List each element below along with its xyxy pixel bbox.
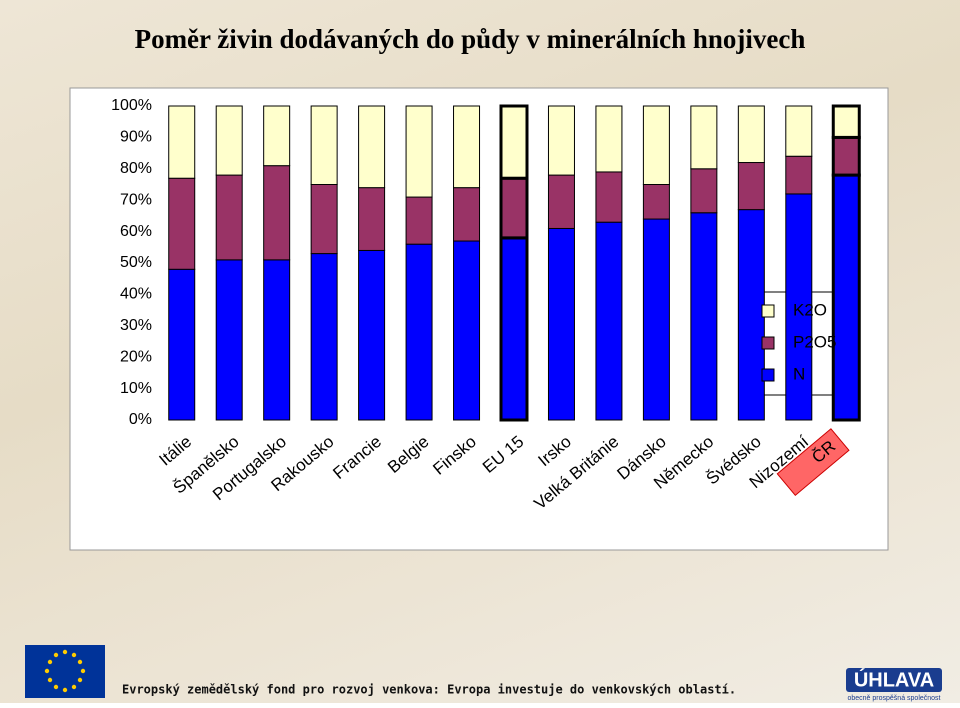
bar-segment — [499, 176, 529, 240]
y-tick-label: 10% — [120, 380, 152, 397]
bar-segment — [405, 196, 433, 245]
y-tick-label: 70% — [120, 191, 152, 208]
bar-segment — [310, 105, 338, 185]
bar-segment — [358, 187, 386, 251]
bar-segment — [547, 227, 575, 421]
highlight-box — [776, 428, 850, 496]
bar-segment — [690, 212, 718, 421]
y-tick-label: 0% — [129, 411, 152, 428]
chart-title: Poměr živin dodávaných do půdy v minerál… — [135, 24, 806, 54]
logo-box — [846, 668, 942, 692]
legend-swatch — [761, 336, 775, 350]
bar-segment — [453, 105, 481, 189]
bar-segment — [737, 209, 765, 421]
bar-segment — [690, 105, 718, 170]
bar-segment — [642, 105, 670, 185]
bar-segment — [263, 165, 291, 261]
bar-segment — [310, 184, 338, 255]
bar-segment — [547, 174, 575, 229]
bar-segment — [831, 135, 861, 177]
bar-segment — [215, 105, 243, 176]
bar-segment — [263, 105, 291, 167]
bar-segment — [831, 104, 861, 139]
legend-label: N — [793, 364, 805, 383]
y-tick-label: 40% — [120, 286, 152, 303]
y-tick-label: 60% — [120, 223, 152, 240]
legend-label: P2O5 — [793, 332, 836, 351]
bar-segment — [737, 162, 765, 211]
eu-flag — [25, 645, 105, 698]
legend-swatch — [761, 368, 775, 382]
bar-segment — [547, 105, 575, 176]
bar-segment — [358, 105, 386, 189]
bar-segment — [499, 104, 529, 180]
bar-segment — [453, 187, 481, 242]
bar-segment — [595, 105, 623, 173]
y-tick-label: 90% — [120, 129, 152, 146]
bar-segment — [785, 105, 813, 157]
highlight-label: ČR — [776, 428, 850, 496]
y-tick-label: 50% — [120, 254, 152, 271]
bar-segment — [453, 240, 481, 421]
y-tick-label: 20% — [120, 348, 152, 365]
bar-segment — [405, 243, 433, 421]
bar-segment — [595, 171, 623, 223]
bar-segment — [358, 249, 386, 421]
logo-subtitle: obecně prospěšná společnost — [847, 695, 940, 702]
bar-segment — [499, 236, 529, 422]
bar-segment — [642, 218, 670, 421]
bar-segment — [168, 105, 196, 179]
y-tick-label: 100% — [111, 97, 152, 114]
bar-segment — [690, 168, 718, 214]
bar-segment — [831, 173, 861, 422]
bar-segment — [785, 155, 813, 195]
bar-segment — [405, 105, 433, 198]
legend-swatch — [761, 304, 775, 318]
logo: ÚHLAVA — [854, 667, 934, 691]
y-tick-label: 30% — [120, 317, 152, 334]
bar-segment — [310, 253, 338, 421]
legend-label: K2O — [793, 300, 827, 319]
y-tick-label: 80% — [120, 160, 152, 177]
bar-segment — [168, 177, 196, 270]
bar-segment — [737, 105, 765, 164]
bar-segment — [595, 221, 623, 421]
footer-text: Evropský zemědělský fond pro rozvoj venk… — [122, 683, 736, 697]
bar-segment — [263, 259, 291, 421]
bar-segment — [215, 174, 243, 261]
bar-segment — [642, 184, 670, 220]
bar-segment — [168, 268, 196, 421]
bar-segment — [215, 259, 243, 421]
